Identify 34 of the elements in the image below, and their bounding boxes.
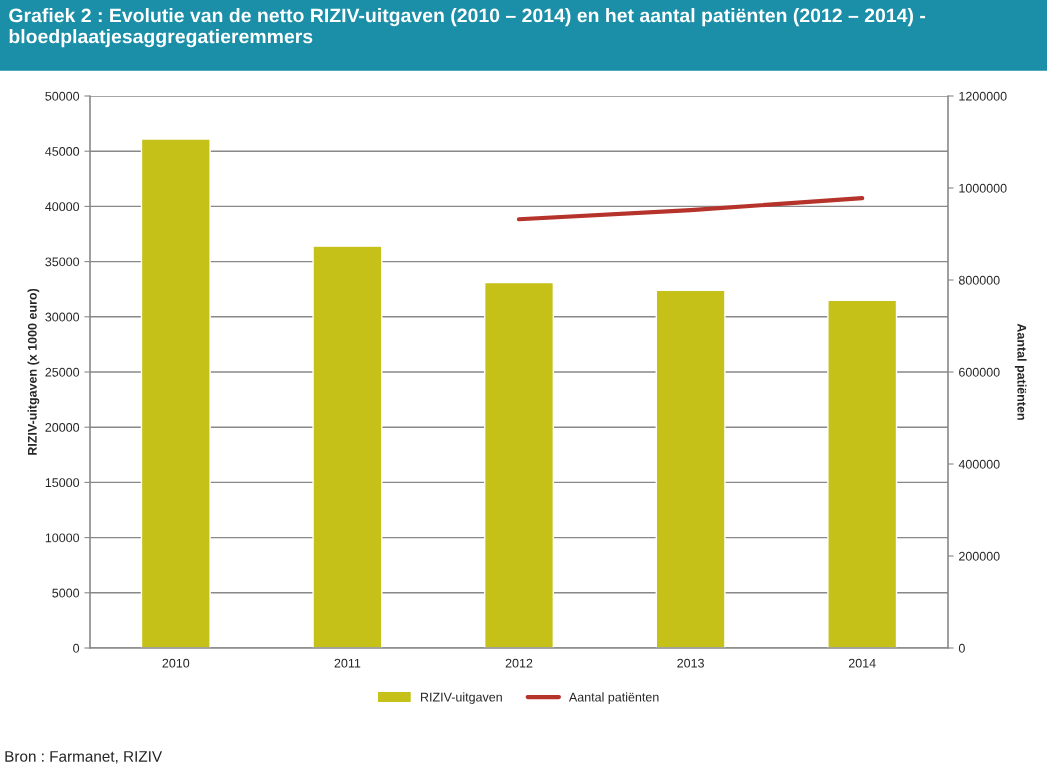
y-tick-label: 40000 <box>45 202 80 212</box>
bar <box>655 289 726 648</box>
y2-tick-label: 1000000 <box>959 183 1007 193</box>
y-tick-label: 20000 <box>45 423 80 432</box>
y-tick-label: 25000 <box>45 367 80 377</box>
x-tick-label: 2014 <box>848 658 876 668</box>
bar <box>140 138 211 648</box>
y2-tick-label: 200000 <box>959 551 1000 561</box>
y2-tick-label: 600000 <box>959 367 1000 377</box>
y2-tick-label: 800000 <box>958 275 1000 285</box>
y2-tick-label: 1200000 <box>959 91 1007 101</box>
text: Bron : Farmanet, RIZIV <box>5 751 163 764</box>
y-tick-label: 5000 <box>52 588 80 598</box>
legend-label: Aantal patiënten <box>568 692 659 705</box>
chart-title: Grafiek 2 : Evolutie van de netto RIZIV-uitgaven (2010 – 2014) en het aantal patiënten (2012 – 2014) - bloedplaatjesaggregatieremmers <box>9 8 926 48</box>
bar <box>483 281 555 648</box>
y2-axis-title: Aantal patiënten <box>1014 323 1027 420</box>
x-tick-label: 2011 <box>334 658 361 668</box>
y-tick-label: 15000 <box>45 478 80 488</box>
x-tick-label: 2013 <box>677 658 704 668</box>
y-tick-label: 10000 <box>45 533 80 543</box>
bar <box>827 299 898 648</box>
y-tick-label: 0 <box>73 643 80 653</box>
x-tick-label: 2010 <box>162 658 190 668</box>
bar <box>312 245 383 648</box>
x-tick-label: 2012 <box>505 658 533 668</box>
y2-tick-label: 0 <box>958 643 965 653</box>
y-tick-label: 45000 <box>45 147 80 156</box>
y2-tick-label: 400000 <box>958 459 1000 469</box>
y-axis-title: RIZIV-uitgaven (x 1000 euro) <box>27 288 40 455</box>
y-tick-label: 30000 <box>45 312 80 322</box>
y-tick-label: 50000 <box>45 91 80 101</box>
y-tick-label: 35000 <box>45 257 80 267</box>
legend-label: RIZIV-uitgaven <box>421 692 502 705</box>
